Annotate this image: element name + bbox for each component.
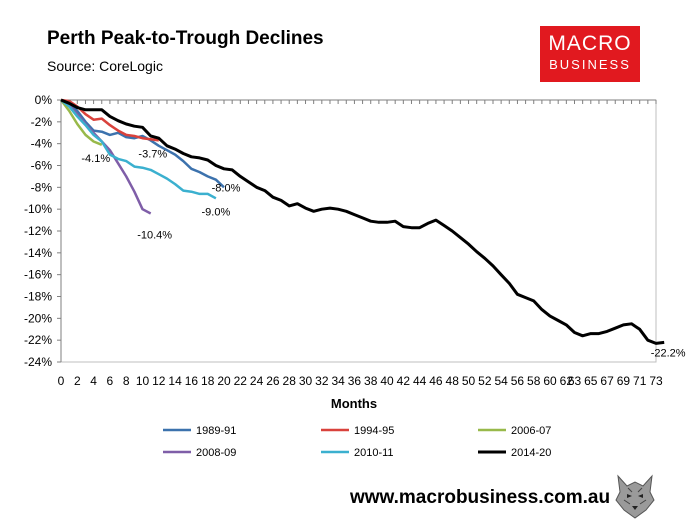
end-label-2008-09: -10.4% — [137, 230, 172, 242]
y-tick-label: -8% — [31, 180, 53, 194]
y-tick-label: -6% — [31, 159, 53, 173]
chart-title: Perth Peak-to-Trough Declines — [47, 28, 324, 49]
x-tick-label: 6 — [107, 374, 114, 388]
legend-label-2010-11: 2010-11 — [354, 447, 394, 459]
end-label-2014-20: -22.2% — [651, 347, 686, 359]
x-tick-label: 32 — [315, 374, 329, 388]
x-tick-label: 67 — [600, 374, 614, 388]
x-tick-label: 48 — [446, 374, 460, 388]
x-tick-label: 2 — [74, 374, 81, 388]
x-tick-label: 46 — [429, 374, 443, 388]
y-tick-label: -2% — [31, 115, 53, 129]
x-tick-label: 24 — [250, 374, 264, 388]
series-line-1989-91 — [60, 98, 225, 189]
x-tick-label: 10 — [136, 374, 150, 388]
x-tick-label: 8 — [123, 374, 130, 388]
x-axis-title: Months — [331, 396, 377, 411]
x-tick-label: 34 — [331, 374, 345, 388]
x-tick-label: 54 — [494, 374, 508, 388]
x-tick-label: 58 — [527, 374, 541, 388]
x-tick-label: 44 — [413, 374, 427, 388]
x-tick-label: 56 — [511, 374, 525, 388]
x-tick-label: 40 — [380, 374, 394, 388]
x-tick-label: 52 — [478, 374, 492, 388]
x-tick-label: 20 — [217, 374, 231, 388]
x-tick-label: 63 — [568, 374, 582, 388]
legend-label-2006-07: 2006-07 — [511, 425, 551, 437]
series-line-2006-07 — [60, 99, 103, 146]
x-tick-label: 28 — [283, 374, 297, 388]
end-label-1994-95: -3.7% — [138, 148, 167, 160]
macrobusiness-logo: MACRO BUSINESS — [540, 26, 640, 82]
y-tick-label: -22% — [24, 333, 52, 347]
x-tick-label: 30 — [299, 374, 313, 388]
y-tick-label: -24% — [24, 355, 52, 369]
wolf-logo-icon — [612, 470, 658, 522]
y-tick-label: -18% — [24, 290, 52, 304]
x-tick-label: 73 — [649, 374, 663, 388]
x-tick-label: 60 — [543, 374, 557, 388]
logo-line-1: MACRO — [548, 32, 632, 55]
footer-url[interactable]: www.macrobusiness.com.au — [350, 487, 611, 508]
series-line-2010-11 — [60, 99, 217, 200]
x-tick-label: 22 — [234, 374, 248, 388]
x-tick-label: 50 — [462, 374, 476, 388]
logo-line-2: BUSINESS — [549, 57, 631, 72]
legend-label-1989-91: 1989-91 — [196, 425, 236, 437]
legend-label-2014-20: 2014-20 — [511, 447, 551, 459]
data-labels: -8.0% -3.7% -4.1% -10.4% -9.0% -22.2% — [81, 148, 685, 359]
x-tick-label: 12 — [152, 374, 166, 388]
x-axis-ticks: 0 2 4 6 8 10 12 14 16 18 20 22 24 26 28 30 32 34 36 38 40 42 4… — [58, 100, 663, 388]
x-tick-label: 62 — [560, 374, 574, 388]
y-tick-label: -14% — [24, 246, 52, 260]
series-lines — [60, 98, 665, 345]
x-tick-label: 26 — [266, 374, 280, 388]
x-tick-label: 69 — [617, 374, 631, 388]
x-tick-label: 38 — [364, 374, 378, 388]
end-label-2010-11: -9.0% — [201, 206, 230, 218]
end-label-2006-07: -4.1% — [81, 153, 110, 165]
y-axis-ticks: 0% -2% -4% -6% -8% -10% -12% -14% -16% -18% -20% -2… — [24, 93, 61, 369]
series-line-2014-20 — [60, 98, 665, 345]
legend: 1989-91 1994-95 2006-07 2008-09 2010-11 2014-… — [163, 425, 551, 459]
legend-label-2008-09: 2008-09 — [196, 447, 236, 459]
x-tick-label: 42 — [397, 374, 411, 388]
y-tick-label: -10% — [24, 202, 52, 216]
y-tick-label: -4% — [31, 137, 53, 151]
chart-source: Source: CoreLogic — [47, 58, 163, 74]
y-tick-label: -16% — [24, 268, 52, 282]
x-tick-label: 18 — [201, 374, 215, 388]
x-tick-label: 0 — [58, 374, 65, 388]
end-label-1989-91: -8.0% — [212, 182, 241, 194]
line-chart: 0% -2% -4% -6% -8% -10% -12% -14% -16% -18% -20% -2… — [24, 93, 686, 459]
x-tick-label: 4 — [90, 374, 97, 388]
x-tick-label: 36 — [348, 374, 362, 388]
y-tick-label: -20% — [24, 311, 52, 325]
legend-label-1994-95: 1994-95 — [354, 425, 394, 437]
y-tick-label: 0% — [35, 93, 53, 107]
x-tick-label: 16 — [185, 374, 199, 388]
x-tick-label: 14 — [168, 374, 182, 388]
y-tick-label: -12% — [24, 224, 52, 238]
x-tick-label: 71 — [633, 374, 647, 388]
x-tick-label: 65 — [584, 374, 598, 388]
